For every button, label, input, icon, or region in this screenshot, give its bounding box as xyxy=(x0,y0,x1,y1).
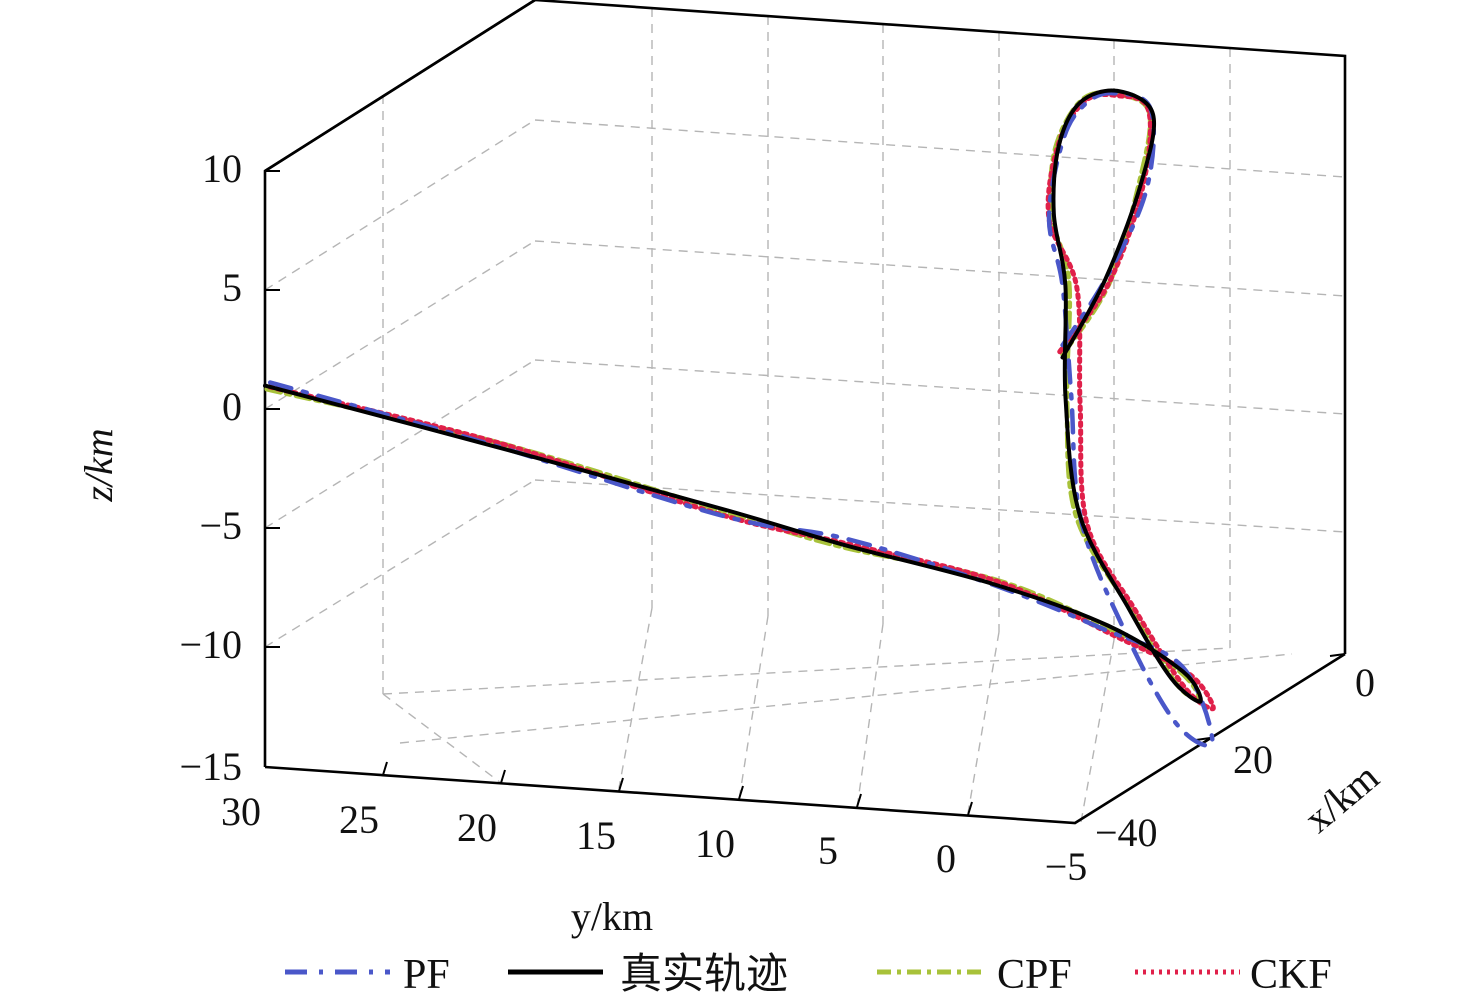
y-tick-neg5: −5 xyxy=(1045,844,1088,889)
x-tick-20: 20 xyxy=(1233,737,1273,782)
legend-label-pf: PF xyxy=(403,952,450,998)
y-tick-25: 25 xyxy=(339,797,379,842)
x-tick-neg40: −40 xyxy=(1095,810,1158,855)
series-group xyxy=(263,88,1216,748)
z-tick-neg10: −10 xyxy=(179,622,242,667)
x-tick-0: 0 xyxy=(1355,660,1375,705)
grid-lines xyxy=(264,8,1346,823)
y-tick-10: 10 xyxy=(695,821,735,866)
z-tick-10: 10 xyxy=(202,146,242,191)
legend-label-cpf: CPF xyxy=(997,952,1072,998)
tick-labels: 10 5 0 −5 −10 −15 30 25 20 15 10 5 0 −5 … xyxy=(179,146,1375,889)
axes-frame xyxy=(263,0,1347,825)
z-tick-neg5: −5 xyxy=(199,503,242,548)
y-axis-label: y/km xyxy=(571,894,653,939)
series-line-truth xyxy=(263,88,1203,704)
tick-marks xyxy=(265,170,1346,816)
y-tick-20: 20 xyxy=(457,805,497,850)
legend-label-truth: 真实轨迹 xyxy=(620,951,788,998)
series-line-ckf xyxy=(267,91,1216,712)
y-tick-0: 0 xyxy=(936,836,956,881)
legend-label-ckf: CKF xyxy=(1250,952,1332,998)
z-axis-label: z/km xyxy=(76,428,121,502)
z-tick-neg15: −15 xyxy=(179,744,242,789)
z-tick-5: 5 xyxy=(222,265,242,310)
z-tick-0: 0 xyxy=(222,384,242,429)
x-axis-label: x/km xyxy=(1295,754,1387,841)
y-tick-15: 15 xyxy=(576,813,616,858)
y-tick-5: 5 xyxy=(818,828,838,873)
legend: PF 真实轨迹 CPF CKF xyxy=(285,951,1332,998)
y-tick-30: 30 xyxy=(221,789,261,834)
